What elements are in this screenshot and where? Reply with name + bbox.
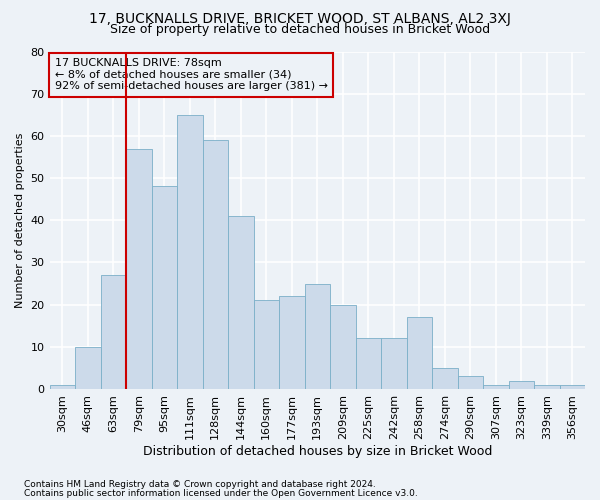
Bar bbox=[560, 384, 585, 389]
Y-axis label: Number of detached properties: Number of detached properties bbox=[15, 132, 25, 308]
Bar bbox=[407, 317, 432, 389]
Bar bbox=[75, 347, 101, 389]
Bar bbox=[509, 380, 534, 389]
Bar bbox=[254, 300, 279, 389]
Text: 17 BUCKNALLS DRIVE: 78sqm
← 8% of detached houses are smaller (34)
92% of semi-d: 17 BUCKNALLS DRIVE: 78sqm ← 8% of detach… bbox=[55, 58, 328, 92]
Bar bbox=[152, 186, 177, 389]
Bar bbox=[50, 384, 75, 389]
Bar bbox=[432, 368, 458, 389]
Text: Size of property relative to detached houses in Bricket Wood: Size of property relative to detached ho… bbox=[110, 22, 490, 36]
Bar bbox=[101, 275, 126, 389]
X-axis label: Distribution of detached houses by size in Bricket Wood: Distribution of detached houses by size … bbox=[143, 444, 492, 458]
Bar bbox=[330, 304, 356, 389]
Bar bbox=[458, 376, 483, 389]
Text: 17, BUCKNALLS DRIVE, BRICKET WOOD, ST ALBANS, AL2 3XJ: 17, BUCKNALLS DRIVE, BRICKET WOOD, ST AL… bbox=[89, 12, 511, 26]
Text: Contains HM Land Registry data © Crown copyright and database right 2024.: Contains HM Land Registry data © Crown c… bbox=[24, 480, 376, 489]
Bar bbox=[126, 148, 152, 389]
Text: Contains public sector information licensed under the Open Government Licence v3: Contains public sector information licen… bbox=[24, 488, 418, 498]
Bar bbox=[356, 338, 381, 389]
Bar bbox=[177, 115, 203, 389]
Bar bbox=[483, 384, 509, 389]
Bar bbox=[305, 284, 330, 389]
Bar bbox=[534, 384, 560, 389]
Bar bbox=[228, 216, 254, 389]
Bar bbox=[381, 338, 407, 389]
Bar bbox=[203, 140, 228, 389]
Bar bbox=[279, 296, 305, 389]
